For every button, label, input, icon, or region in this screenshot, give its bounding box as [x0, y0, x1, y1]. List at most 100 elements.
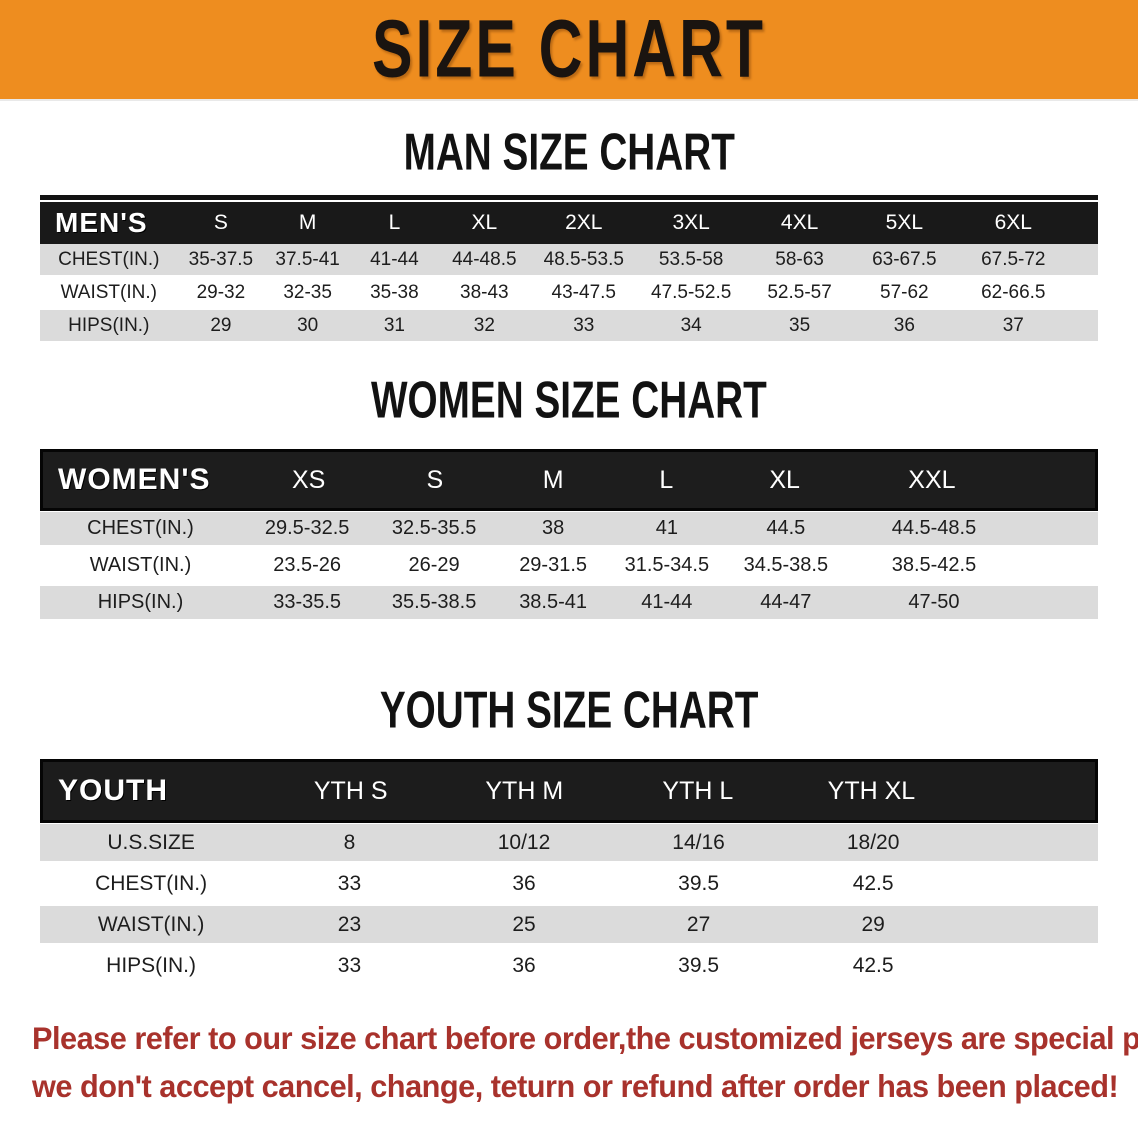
row-label-cell: WAIST(IN.) [97, 912, 205, 936]
value-cell: 35-38 [370, 281, 419, 303]
column-header: S [213, 211, 228, 234]
value-cell: 10/12 [497, 830, 551, 854]
value-cell: 35.5-38.5 [391, 591, 477, 613]
value-cell: 47-50 [908, 591, 960, 613]
column-header: YTH M [485, 776, 564, 805]
value-cell: 30 [297, 314, 319, 336]
column-header: L [659, 465, 674, 494]
mens-size-table: MEN'S S M L XL 2XL 3XL 4XL 5XL 6XL CHEST(IN.) 35-37… [40, 195, 1098, 343]
disclaimer-line-1: Please refer to our size chart before or… [32, 1020, 1138, 1057]
table-header-row: YOUTH YTH S YTH M YTH L YTH XL [40, 759, 1098, 823]
column-header: M [542, 465, 564, 494]
disclaimer-text: Please refer to our size chart before or… [0, 1015, 1138, 1111]
value-cell: 44.5 [766, 517, 806, 539]
value-cell: 38.5-41 [519, 591, 588, 613]
row-label-cell: WAIST(IN.) [89, 554, 192, 576]
value-cell: 44-48.5 [452, 248, 517, 270]
value-cell: 26-29 [408, 554, 460, 576]
value-cell: 42.5 [852, 871, 894, 895]
value-cell: 34 [680, 314, 702, 336]
value-cell: 38-43 [460, 281, 509, 303]
row-label-cell: CHEST(IN.) [95, 871, 208, 895]
value-cell: 33 [337, 953, 362, 977]
value-cell: 53.5-58 [658, 248, 724, 270]
row-label-cell: HIPS(IN.) [97, 591, 184, 613]
value-cell: 29-31.5 [519, 554, 588, 576]
column-header: 6XL [994, 211, 1032, 234]
value-cell: 41-44 [370, 248, 419, 270]
value-cell: 42.5 [852, 953, 894, 977]
value-cell: 23 [337, 912, 362, 936]
row-label-cell: CHEST(IN.) [87, 517, 194, 539]
men-section-title: MAN SIZE CHART [0, 124, 1138, 182]
value-cell: 62-66.5 [981, 281, 1046, 303]
value-cell: 29 [210, 314, 232, 336]
value-cell: 57-62 [880, 281, 929, 303]
women-section-title-text: WOMEN SIZE CHART [371, 371, 767, 430]
table-title-cell: MEN'S [55, 207, 148, 238]
value-cell: 52.5-57 [767, 281, 832, 303]
value-cell: 48.5-53.5 [543, 248, 624, 270]
column-header: XS [291, 465, 326, 494]
value-cell: 63-67.5 [872, 248, 937, 270]
value-cell: 34.5-38.5 [743, 554, 829, 576]
value-cell: 38 [541, 517, 565, 539]
table-title-cell: YOUTH [58, 774, 168, 807]
table-header-row: WOMEN'S XS S M L XL XXL [40, 449, 1098, 511]
table-title-cell: WOMEN'S [58, 463, 211, 496]
value-cell: 37 [1002, 314, 1024, 336]
value-cell: 39.5 [678, 953, 720, 977]
value-cell: 58-63 [775, 248, 824, 270]
column-header: M [298, 211, 317, 234]
row-label-cell: CHEST(IN.) [58, 248, 160, 270]
value-cell: 43-47.5 [551, 281, 616, 303]
column-header: 5XL [885, 211, 924, 234]
header-banner: SIZE CHART [0, 0, 1138, 101]
column-header: L [388, 211, 401, 234]
value-cell: 18/20 [846, 830, 900, 854]
value-cell: 27 [686, 912, 711, 936]
value-cell: 32 [473, 314, 495, 336]
table-row: HIPS(IN.) 33-35.5 35.5-38.5 38.5-41 41-44 44-… [40, 586, 1098, 622]
column-header: XL [769, 465, 800, 494]
table-row: WAIST(IN.) 29-32 32-35 35-38 38-43 43-47.5 47.… [40, 277, 1098, 310]
table-header-row: MEN'S S M L XL 2XL 3XL 4XL 5XL 6XL [40, 202, 1098, 244]
row-label-cell: HIPS(IN.) [106, 953, 196, 977]
value-cell: 23.5-26 [273, 554, 342, 576]
table-row: HIPS(IN.) 29 30 31 32 33 34 35 36 37 [40, 310, 1098, 343]
value-cell: 36 [893, 314, 915, 336]
value-cell: 47.5-52.5 [651, 281, 732, 303]
column-header: YTH XL [827, 776, 916, 805]
value-cell: 44-47 [760, 591, 812, 613]
value-cell: 29-32 [196, 281, 246, 303]
table-row: CHEST(IN.) 29.5-32.5 32.5-35.5 38 41 44.5 44.5… [40, 512, 1098, 548]
value-cell: 37.5-41 [275, 248, 340, 270]
value-cell: 33 [337, 871, 362, 895]
column-header: 2XL [565, 211, 603, 234]
womens-size-table: WOMEN'S XS S M L XL XXL CHEST(IN.) 29.5-32.5 32.5… [40, 449, 1098, 622]
row-label-cell: HIPS(IN.) [68, 314, 150, 336]
column-header: XXL [908, 465, 956, 494]
value-cell: 31 [383, 314, 405, 336]
value-cell: 39.5 [678, 871, 720, 895]
youth-section-title-text: YOUTH SIZE CHART [379, 681, 759, 740]
table-row: WAIST(IN.) 23.5-26 26-29 29-31.5 31.5-34.5 34… [40, 549, 1098, 585]
table-row: CHEST(IN.) 35-37.5 37.5-41 41-44 44-48.5 48.5… [40, 244, 1098, 277]
men-section-title-text: MAN SIZE CHART [403, 123, 735, 182]
value-cell: 36 [512, 953, 536, 977]
value-cell: 35 [789, 314, 811, 336]
women-section-title: WOMEN SIZE CHART [0, 372, 1138, 430]
table-row: U.S.SIZE 8 10/12 14/16 18/20 [40, 824, 1098, 864]
value-cell: 41-44 [641, 591, 693, 613]
column-header: 3XL [672, 211, 710, 234]
table-row: WAIST(IN.) 23 25 27 29 [40, 906, 1098, 946]
value-cell: 31.5-34.5 [624, 554, 710, 576]
value-cell: 41 [655, 517, 678, 539]
value-cell: 38.5-42.5 [891, 554, 977, 576]
column-header: 4XL [780, 211, 819, 234]
value-cell: 33 [573, 314, 595, 336]
column-header: YTH S [313, 776, 388, 805]
value-cell: 14/16 [672, 830, 725, 854]
column-header: XL [471, 211, 498, 234]
